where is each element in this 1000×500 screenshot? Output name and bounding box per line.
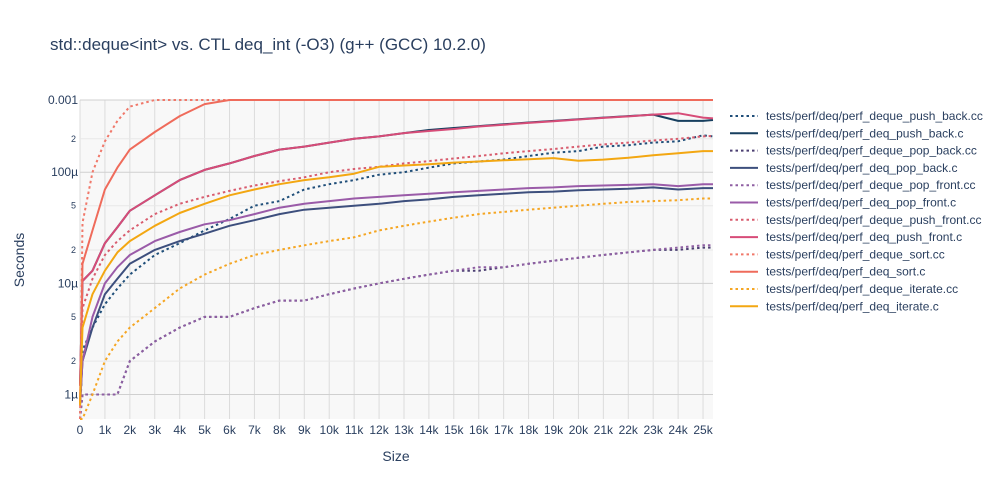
x-gridlines: [79, 100, 704, 419]
y-minor-tick-label: 2: [71, 356, 76, 366]
legend-label: tests/perf/deq/perf_deque_push_front.cc: [766, 213, 981, 227]
x-tick-label: 25k: [693, 423, 713, 437]
series-line-4: [79, 186, 713, 406]
legend-label: tests/perf/deq/perf_deq_push_back.c: [766, 126, 963, 140]
legend-item[interactable]: tests/perf/deq/perf_deque_push_back.cc: [730, 109, 983, 123]
x-tick-label: 20k: [569, 423, 589, 437]
chart-title: std::deque<int> vs. CTL deq_int (-O3) (g…: [50, 35, 486, 54]
series-line-7: [79, 135, 714, 406]
x-tick-label: 5k: [198, 423, 212, 437]
legend-label: tests/perf/deq/perf_deq_sort.c: [766, 265, 925, 279]
legend-label: tests/perf/deq/perf_deque_iterate.cc: [766, 282, 958, 296]
series-line-5: [79, 244, 713, 420]
legend-item[interactable]: tests/perf/deq/perf_deque_pop_back.cc: [730, 144, 977, 158]
legend-item[interactable]: tests/perf/deq/perf_deq_sort.c: [730, 265, 925, 279]
x-tick-label: 23k: [644, 423, 664, 437]
y-minor-tick-label: 2: [71, 134, 76, 144]
x-tick-label: 12k: [369, 423, 389, 437]
legend-item[interactable]: tests/perf/deq/perf_deq_iterate.c: [730, 299, 939, 313]
y-tick-label: 0.001: [48, 93, 78, 107]
legend-item[interactable]: tests/perf/deq/perf_deq_push_back.c: [730, 126, 963, 140]
series-layer: [79, 99, 714, 420]
legend-item[interactable]: tests/perf/deq/perf_deq_push_front.c: [730, 230, 962, 244]
legend-label: tests/perf/deq/perf_deq_pop_front.c: [766, 196, 956, 210]
x-tick-label: 18k: [519, 423, 539, 437]
x-tick-label: 15k: [444, 423, 464, 437]
x-tick-label: 16k: [469, 423, 489, 437]
x-tick-label: 3k: [148, 423, 162, 437]
legend-item[interactable]: tests/perf/deq/perf_deque_sort.cc: [730, 247, 945, 261]
x-tick-label: 10k: [320, 423, 340, 437]
x-tick-label: 24k: [668, 423, 688, 437]
series-line-1: [79, 134, 714, 420]
x-tick-label: 21k: [594, 423, 614, 437]
x-tick-label: 14k: [419, 423, 439, 437]
x-tick-label: 4k: [173, 423, 187, 437]
legend-item[interactable]: tests/perf/deq/perf_deque_push_front.cc: [730, 213, 981, 227]
y-tick-label: 100µ: [51, 165, 78, 179]
x-axis-ticks: 0 1k 2k 3k 4k 5k 6k 7k 8k 9k 10k 11k 12k 13k 14k 15k 16k…: [77, 423, 714, 437]
x-tick-label: 17k: [494, 423, 514, 437]
x-tick-label: 22k: [619, 423, 639, 437]
series-line-10: [79, 99, 713, 406]
x-tick-label: 0: [77, 423, 84, 437]
y-minor-tick-label: 5: [71, 201, 76, 211]
x-axis-title: Size: [382, 448, 409, 464]
x-tick-label: 6k: [223, 423, 237, 437]
y-axis-ticks: 1µ 10µ 100µ 0.001 2 5 2 5 2: [48, 93, 78, 402]
x-tick-label: 1k: [99, 423, 113, 437]
legend-label: tests/perf/deq/perf_deque_push_back.cc: [766, 109, 983, 123]
x-tick-label: 19k: [544, 423, 564, 437]
x-tick-label: 2k: [123, 423, 137, 437]
legend-label: tests/perf/deq/perf_deque_sort.cc: [766, 247, 945, 261]
legend-label: tests/perf/deq/perf_deq_pop_back.c: [766, 161, 957, 175]
x-tick-label: 13k: [394, 423, 414, 437]
legend-label: tests/perf/deq/perf_deque_pop_back.cc: [766, 144, 977, 158]
y-minor-tick-label: 5: [71, 312, 76, 322]
legend-item[interactable]: tests/perf/deq/perf_deque_pop_front.cc: [730, 178, 975, 192]
legend-item[interactable]: tests/perf/deq/perf_deq_pop_front.c: [730, 196, 956, 210]
plot-area[interactable]: [79, 99, 714, 420]
x-tick-label: 7k: [248, 423, 262, 437]
y-axis-title: Seconds: [11, 233, 27, 287]
x-tick-label: 8k: [273, 423, 287, 437]
x-tick-label: 9k: [298, 423, 312, 437]
legend-label: tests/perf/deq/perf_deque_pop_front.cc: [766, 178, 975, 192]
y-minor-tick-label: 2: [71, 245, 76, 255]
y-tick-label: 10µ: [58, 276, 78, 290]
legend-label: tests/perf/deq/perf_deq_iterate.c: [766, 299, 939, 313]
y-tick-label: 1µ: [64, 388, 78, 402]
series-line-8: [79, 112, 714, 386]
x-tick-label: 11k: [345, 423, 364, 437]
legend-label: tests/perf/deq/perf_deq_push_front.c: [766, 230, 962, 244]
series-line-12: [79, 150, 713, 406]
legend-item[interactable]: tests/perf/deq/perf_deque_iterate.cc: [730, 282, 958, 296]
plot-background: [80, 100, 713, 419]
series-line-6: [79, 183, 713, 406]
legend-item[interactable]: tests/perf/deq/perf_deq_pop_back.c: [730, 161, 957, 175]
legend[interactable]: tests/perf/deq/perf_deque_push_back.ccte…: [730, 109, 983, 313]
